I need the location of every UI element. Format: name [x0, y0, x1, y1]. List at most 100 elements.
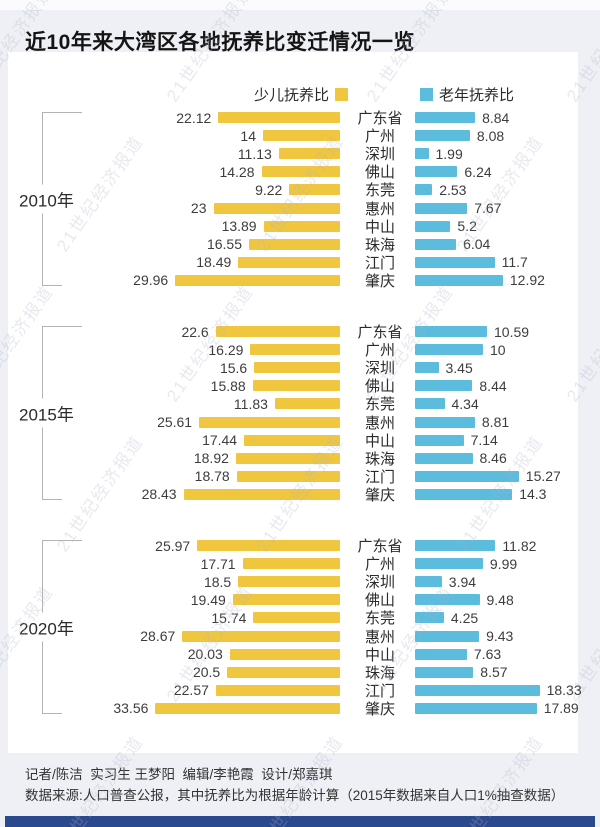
child-ratio-bar	[218, 112, 340, 123]
elderly-ratio-cell: 8.44	[415, 378, 578, 394]
child-ratio-value: 11.13	[237, 145, 272, 162]
city-label: 广东省	[357, 324, 403, 341]
elderly-ratio-bar	[415, 452, 473, 464]
chart-row: 18.49 江门 11.7	[125, 254, 578, 272]
child-ratio-cell: 14.28	[125, 164, 340, 180]
elderly-ratio-bar	[415, 612, 444, 624]
elderly-ratio-value: 9.43	[486, 628, 514, 645]
year-label: 2020年	[16, 612, 77, 642]
child-ratio-cell: 33.56	[113, 700, 340, 716]
top-strip	[0, 0, 600, 10]
child-ratio-value: 22.57	[173, 682, 209, 699]
chart-legend: 少儿抚养比 老年抚养比	[8, 84, 578, 104]
chart-row: 18.78 江门 15.27	[125, 468, 578, 486]
child-ratio-value: 14	[240, 127, 256, 144]
elderly-ratio-value: 2.53	[439, 181, 467, 198]
child-ratio-bar	[238, 256, 340, 268]
elderly-ratio-cell: 12.92	[415, 272, 578, 288]
city-label: 中山	[364, 646, 395, 664]
child-ratio-bar	[155, 702, 340, 714]
city-label: 广州	[364, 556, 395, 574]
child-ratio-cell: 11.83	[125, 396, 340, 412]
elderly-ratio-value: 10	[490, 341, 506, 358]
city-label: 肇庆	[364, 700, 395, 718]
child-ratio-value: 13.89	[221, 218, 257, 235]
child-ratio-cell: 17.71	[125, 556, 340, 572]
elderly-ratio-value: 8.08	[476, 127, 505, 144]
city-label: 深圳	[364, 146, 395, 164]
chart-row: 25.61 惠州 8.81	[125, 414, 578, 432]
footer-credits: 记者/陈洁 实习生 王梦阳 编辑/李艳霞 设计/郑嘉琪	[25, 767, 333, 782]
child-ratio-bar	[278, 148, 340, 160]
city-label: 惠州	[364, 200, 395, 218]
elderly-ratio-cell: 8.81	[415, 414, 578, 430]
child-ratio-value: 18.49	[196, 254, 232, 271]
elderly-ratio-value: 7.67	[474, 200, 502, 217]
child-ratio-bar	[183, 488, 340, 500]
chart-row: 19.49 佛山 9.48	[125, 591, 578, 610]
elderly-ratio-cell: 3.94	[415, 574, 578, 590]
legend-child-swatch	[335, 88, 348, 101]
child-ratio-bar	[199, 416, 340, 428]
chart-row: 15.74 东莞 4.25	[125, 609, 578, 628]
city-label: 江门	[364, 254, 395, 272]
elderly-ratio-bar	[415, 184, 433, 196]
chart-row: 18.5 深圳 3.94	[125, 573, 578, 592]
child-ratio-value: 25.97	[155, 537, 191, 554]
child-ratio-bar	[215, 684, 340, 696]
child-ratio-value: 28.67	[140, 628, 176, 645]
elderly-ratio-bar	[415, 166, 458, 178]
elderly-ratio-cell: 11.82	[415, 538, 578, 554]
elderly-ratio-bar	[415, 630, 480, 642]
elderly-ratio-cell: 18.33	[415, 682, 582, 698]
child-ratio-value: 17.71	[200, 555, 236, 572]
child-ratio-value: 16.55	[206, 236, 242, 253]
city-label: 惠州	[364, 628, 395, 646]
elderly-ratio-value: 18.33	[546, 682, 582, 699]
city-label: 东莞	[364, 610, 395, 628]
child-ratio-cell: 22.57	[125, 682, 340, 698]
child-ratio-value: 18.5	[203, 573, 232, 590]
elderly-ratio-cell: 8.84	[415, 110, 578, 126]
elderly-ratio-bar	[415, 540, 496, 551]
elderly-ratio-bar	[415, 702, 537, 714]
child-ratio-cell: 14	[125, 128, 340, 144]
elderly-ratio-cell: 7.67	[415, 200, 578, 216]
elderly-ratio-cell: 4.34	[415, 396, 578, 412]
child-ratio-value: 15.88	[210, 377, 246, 394]
chart-row: 18.92 珠海 8.46	[125, 450, 578, 468]
elderly-ratio-bar	[415, 220, 451, 232]
child-ratio-cell: 15.6	[125, 360, 340, 376]
elderly-ratio-cell: 5.2	[415, 218, 578, 234]
child-ratio-value: 28.43	[141, 486, 177, 503]
elderly-ratio-cell: 2.53	[415, 182, 578, 198]
child-ratio-cell: 15.74	[125, 610, 340, 626]
chart-row: 22.12 广东省 8.84	[125, 109, 578, 128]
elderly-ratio-bar	[415, 558, 483, 570]
city-label: 肇庆	[364, 486, 395, 504]
chart-row: 17.44 中山 7.14	[125, 432, 578, 450]
child-ratio-cell: 18.92	[125, 450, 340, 466]
chart-row: 28.67 惠州 9.43	[125, 628, 578, 646]
chart-row: 14 广州 8.08	[125, 127, 578, 146]
year-bracket	[42, 326, 82, 327]
child-ratio-bar	[175, 274, 340, 286]
elderly-ratio-bar	[415, 148, 429, 160]
child-ratio-value: 22.12	[176, 109, 212, 126]
child-ratio-bar	[197, 540, 340, 551]
elderly-ratio-value: 8.46	[479, 450, 507, 467]
chart-row: 33.56 肇庆 17.89	[113, 700, 578, 718]
city-label: 深圳	[364, 360, 395, 378]
child-ratio-cell: 20.03	[125, 646, 340, 662]
child-ratio-value: 20.03	[187, 646, 223, 663]
elderly-ratio-cell: 14.3	[415, 486, 578, 502]
elderly-ratio-cell: 3.45	[415, 360, 578, 376]
city-label: 佛山	[364, 164, 395, 182]
child-ratio-bar	[238, 576, 340, 588]
chart-row: 16.29 广州 10	[125, 341, 578, 360]
child-ratio-value: 18.92	[193, 450, 229, 467]
child-ratio-cell: 17.44	[125, 432, 340, 448]
child-ratio-bar	[252, 380, 340, 392]
elderly-ratio-cell: 6.04	[415, 236, 578, 252]
city-label: 珠海	[364, 450, 395, 468]
